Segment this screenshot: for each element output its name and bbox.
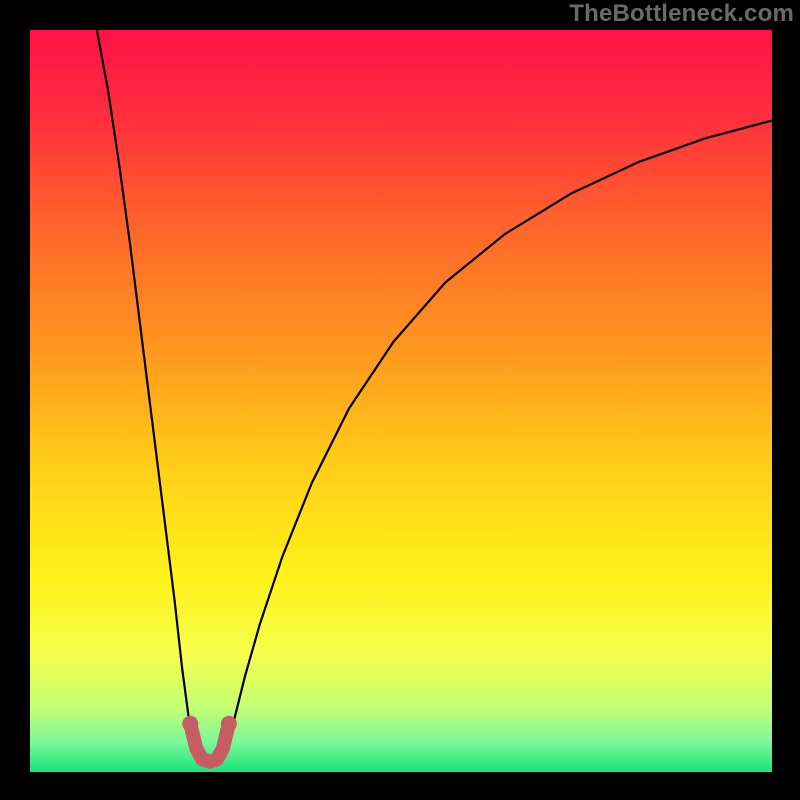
- gradient-background: [30, 30, 772, 772]
- plot-area: [30, 30, 772, 772]
- plot-svg: [30, 30, 772, 772]
- watermark-text: TheBottleneck.com: [569, 0, 794, 28]
- chart-frame: TheBottleneck.com: [0, 0, 800, 800]
- trough-end-left-icon: [182, 716, 198, 732]
- trough-end-right-icon: [221, 716, 237, 732]
